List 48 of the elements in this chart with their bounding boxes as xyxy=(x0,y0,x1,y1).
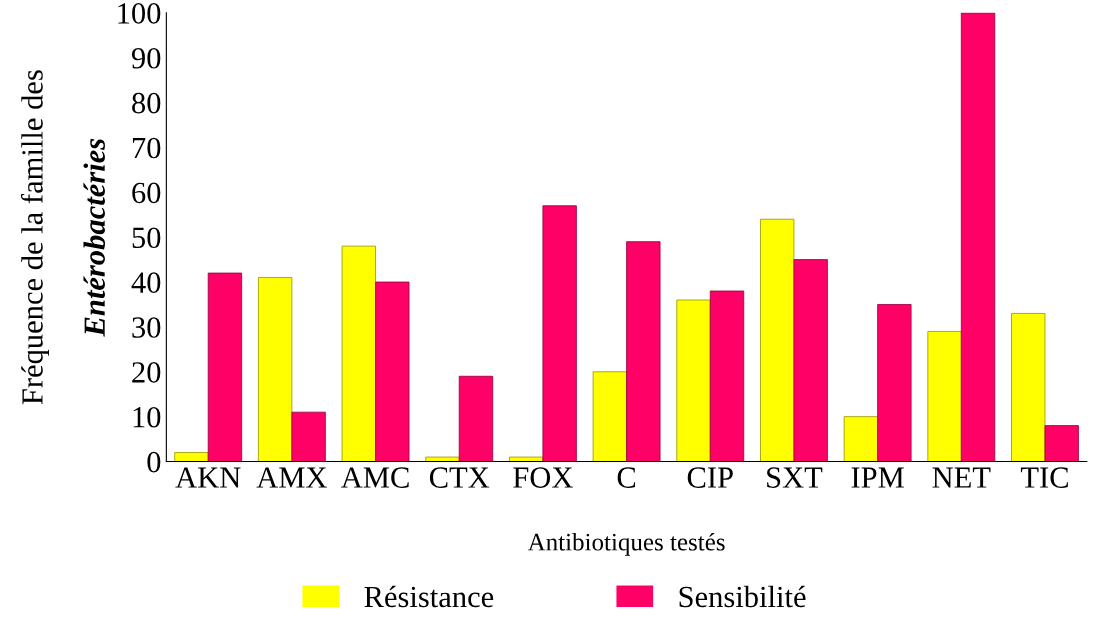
bar xyxy=(509,456,544,462)
bar xyxy=(425,456,460,462)
bar xyxy=(760,218,795,462)
x-tick-label: NET xyxy=(932,467,991,488)
bar xyxy=(257,277,293,462)
x-tick-label: SXT xyxy=(767,467,823,488)
bar xyxy=(1011,313,1046,462)
x-axis-title: Antibiotiques testés xyxy=(527,532,725,556)
bar xyxy=(877,304,912,462)
x-tick-label: IPM xyxy=(851,467,904,488)
legend-label: Résistance xyxy=(364,585,494,608)
y-tick-label: 10 xyxy=(133,406,161,428)
y-tick-label: 80 xyxy=(132,92,161,114)
bar xyxy=(458,375,494,462)
bar xyxy=(375,281,410,462)
bar xyxy=(793,259,828,462)
y-tick-label: 70 xyxy=(132,137,161,159)
bar xyxy=(542,205,577,462)
bar xyxy=(843,416,879,462)
x-tick-label: C xyxy=(617,467,636,488)
bar xyxy=(341,245,376,462)
y-tick-label: 30 xyxy=(132,317,161,338)
bar xyxy=(709,290,745,462)
bar xyxy=(626,241,661,462)
x-tick-label: CTX xyxy=(429,467,490,488)
y-axis-title: Fréquence de la famille des Entérobactéries xyxy=(20,70,106,405)
y-tick-label: 0 xyxy=(147,451,161,473)
x-tick-label: AMX xyxy=(256,467,327,488)
x-tick-label: AMC xyxy=(341,467,409,488)
y-tick-label: 20 xyxy=(132,362,161,383)
y-tick-label: 40 xyxy=(131,272,161,293)
x-tick-label: FOX xyxy=(513,467,573,488)
x-tick-label: AKN xyxy=(175,467,241,488)
bar xyxy=(592,371,628,462)
y-tick-label: 50 xyxy=(132,227,161,249)
y-tick-label: 90 xyxy=(131,47,161,69)
x-tick-label: TIC xyxy=(1020,467,1068,488)
bar xyxy=(960,12,996,462)
bar xyxy=(174,452,209,462)
bar xyxy=(291,411,326,462)
bar xyxy=(207,272,243,462)
y-tick-label: 60 xyxy=(132,182,161,204)
x-tick-label: CIP xyxy=(687,467,733,488)
bar xyxy=(927,330,962,462)
legend-label: Sensibilité xyxy=(679,585,806,608)
y-tick-label: 100 xyxy=(118,3,161,24)
bar xyxy=(1044,425,1079,462)
bar xyxy=(676,299,711,462)
